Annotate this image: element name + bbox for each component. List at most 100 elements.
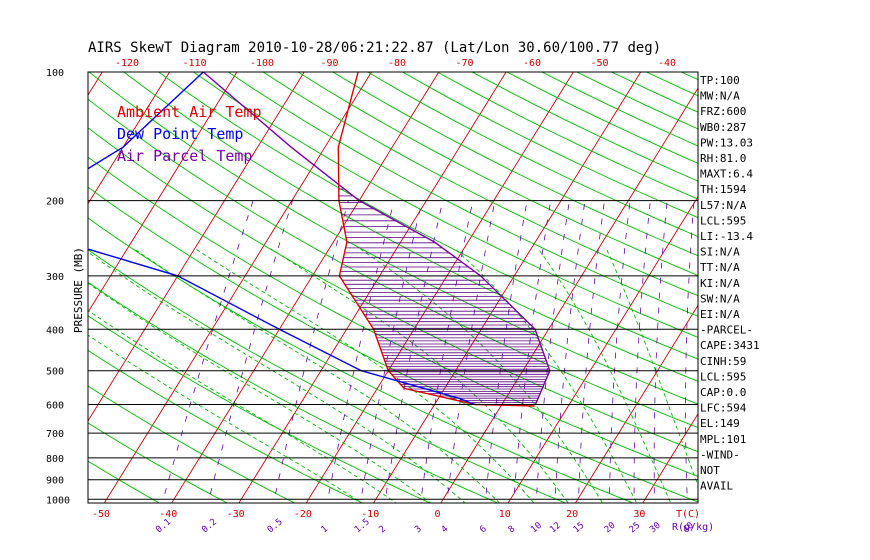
plot-frame	[87, 71, 699, 504]
stability-index-entry: TT:N/A	[700, 261, 740, 274]
mixing-ratio-tick-label: 12	[548, 521, 563, 536]
dry-adiabat-line	[88, 217, 635, 503]
isotherm-line	[0, 72, 35, 508]
stability-index-entry: PW:13.03	[700, 136, 753, 149]
stability-index-entry: FRZ:600	[700, 105, 746, 118]
stability-index-entry: MPL:101	[700, 433, 746, 446]
dry-adiabat-line	[297, 72, 698, 277]
top-temp-tick-label: -90	[320, 58, 338, 69]
isotherm-line	[88, 72, 103, 96]
dry-adiabat-line	[88, 186, 698, 503]
dry-adiabat-line	[193, 72, 698, 338]
stability-index-entry: CINH:59	[700, 355, 746, 368]
stability-index-entry: -PARCEL-	[700, 324, 753, 337]
dry-adiabat-line	[88, 98, 698, 429]
top-temp-tick-label: -110	[182, 58, 206, 69]
bottom-temp-tick-label: 0	[434, 509, 440, 520]
mixing-ratio-line	[359, 200, 423, 503]
mixing-ratio-tick-label: 15	[572, 521, 587, 536]
mixing-ratio-axis-label: R(g/kg)	[672, 522, 714, 533]
mixing-ratio-tick-label: 25	[628, 521, 643, 536]
mixing-ratio-tick-label: 1	[320, 524, 331, 535]
legend-entry: Ambient Air Temp	[117, 103, 262, 121]
legend-entry: Air Parcel Temp	[117, 147, 252, 165]
mixing-ratio-tick-label: 20	[603, 521, 618, 536]
bottom-temp-tick-label: -10	[361, 509, 379, 520]
dry-adiabat-line	[786, 72, 870, 508]
bottom-temp-tick-label: 10	[499, 509, 511, 520]
dry-adiabat-line	[88, 315, 432, 503]
moist-adiabat-line	[88, 282, 432, 503]
stability-index-entry: L57:N/A	[700, 199, 747, 212]
top-temp-tick-label: -40	[658, 58, 676, 69]
stability-index-entry: LCL:595	[700, 214, 746, 227]
moist-adiabat-line	[454, 248, 638, 503]
stability-index-entry: SW:N/A	[700, 292, 740, 305]
dry-adiabat-line	[158, 72, 698, 360]
x-axis-label: T(C)	[676, 509, 700, 520]
bottom-temp-tick-label: -20	[294, 509, 312, 520]
isotherm-line	[642, 413, 698, 503]
mixing-ratio-tick-label: 0.5	[266, 517, 285, 535]
mixing-ratio-line	[484, 200, 528, 503]
pressure-tick-label: 900	[46, 476, 64, 487]
mixing-ratio-line	[273, 200, 349, 503]
pressure-tick-label: 200	[46, 197, 64, 208]
dry-adiabat-line	[262, 72, 698, 297]
ambient-temp-line	[337, 72, 535, 407]
stability-index-entry: EL:149	[700, 417, 740, 430]
bottom-temp-tick-label: -50	[92, 509, 110, 520]
mixing-ratio-tick-label: 30	[648, 521, 663, 536]
moist-adiabat-line	[195, 248, 535, 503]
moist-adiabat-line	[88, 334, 363, 503]
dry-adiabat-line	[471, 72, 698, 182]
stability-index-entry: MAXT:6.4	[700, 168, 753, 181]
pressure-tick-label: 700	[46, 429, 64, 440]
isotherm-line	[88, 72, 238, 314]
stability-index-entry: -WIND-	[700, 448, 740, 461]
dry-adiabat-line	[506, 72, 698, 164]
isotherm-line	[574, 304, 698, 503]
stability-index-entry: CAP:0.0	[700, 386, 746, 399]
pressure-tick-label: 300	[46, 272, 64, 283]
stability-index-entry: AVAIL	[700, 480, 733, 493]
y-axis-label: PRESSURE (MB)	[72, 247, 85, 333]
dry-adiabat-line	[88, 127, 698, 453]
isotherm-line	[103, 72, 372, 503]
stability-index-entry: SI:N/A	[700, 246, 740, 259]
isotherm-line	[774, 72, 870, 508]
top-temp-tick-label: -50	[590, 58, 608, 69]
dry-adiabat-line	[88, 281, 499, 503]
dry-adiabat-line	[821, 72, 870, 508]
pressure-tick-label: 100	[46, 68, 64, 79]
isotherm-line	[373, 72, 642, 503]
stability-index-entry: WB0:287	[700, 121, 746, 134]
moist-adiabat-line	[88, 251, 466, 503]
moist-adiabat-line	[134, 248, 501, 503]
moist-adiabat-line	[88, 309, 397, 503]
isotherm-line	[88, 72, 305, 422]
stability-index-entry: TH:1594	[700, 183, 747, 196]
stability-index-entry: CAPE:3431	[700, 339, 760, 352]
top-temp-tick-label: -100	[250, 58, 274, 69]
dry-adiabat-line	[751, 72, 870, 508]
mixing-ratio-tick-label: 10	[529, 521, 544, 536]
pressure-tick-label: 800	[46, 454, 64, 465]
mixing-ratio-tick-label: 4	[440, 524, 451, 535]
isotherm-line	[440, 87, 698, 503]
stability-index-entry: LI:-13.4	[700, 230, 753, 243]
chart-title: AIRS SkewT Diagram 2010-10-28/06:21:22.8…	[88, 40, 661, 56]
mixing-ratio-line	[207, 200, 293, 503]
dry-adiabat-line	[88, 385, 296, 503]
top-temp-tick-label: -60	[523, 58, 541, 69]
stability-index-entry: EI:N/A	[700, 308, 740, 321]
stability-index-entry: TP:100	[700, 74, 740, 87]
dry-adiabat-line	[367, 72, 698, 238]
stability-index-entry: RH:81.0	[700, 152, 746, 165]
dry-adiabat-line	[228, 72, 698, 317]
stability-index-entry: LCL:595	[700, 370, 746, 383]
dry-adiabat-line	[332, 72, 698, 257]
stability-index-entry: KI:N/A	[700, 277, 740, 290]
mixing-ratio-line	[326, 200, 395, 503]
